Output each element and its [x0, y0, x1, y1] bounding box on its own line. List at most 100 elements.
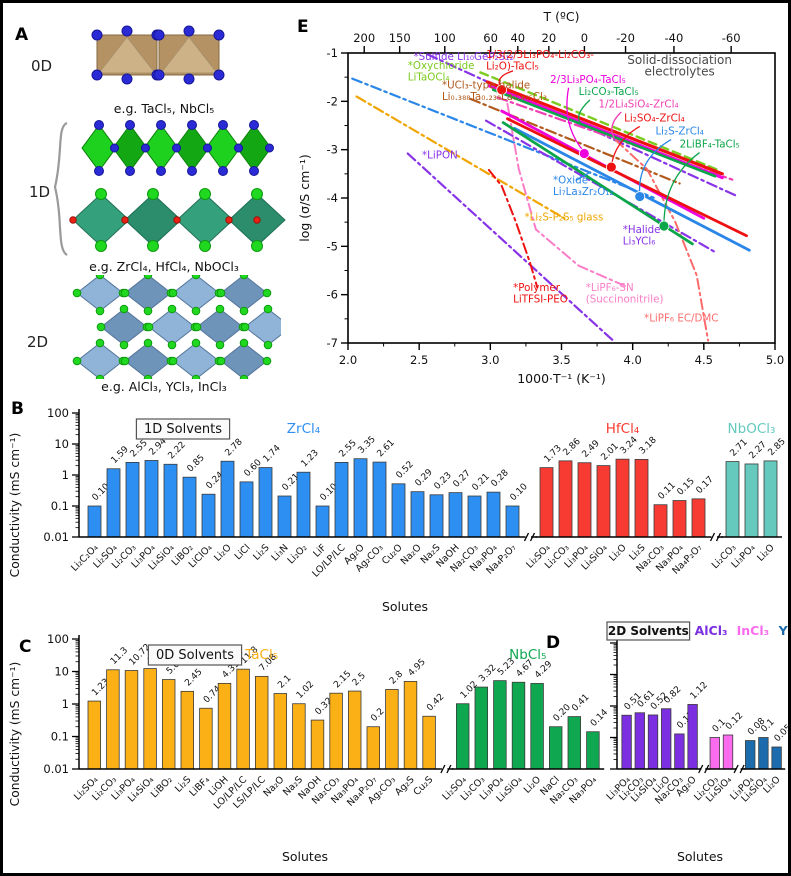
annotation-label-0: *Sulfide Li₁₀GeP₂S₁₂ [413, 51, 513, 63]
y-axis-title: Conductivity (mS cm⁻¹) [8, 662, 22, 807]
bar-TaCl₅-Na₂S [292, 703, 306, 770]
label-connector-3 [611, 111, 622, 139]
atom [251, 240, 263, 252]
bar-chart-2d-solvents: 0.51Li₃PO₄0.61Li₂CO₃0.52Li₄SiO₄0.82Li₂O0… [605, 621, 788, 864]
atom [262, 288, 272, 298]
atom [263, 304, 273, 314]
marker-Li₂SO₄-ZrCl₄ [605, 161, 617, 173]
annotation-label-16: *LiPF₆-SN (Succinonitrile) [586, 282, 664, 306]
top-tick-label: 40 [510, 31, 525, 45]
atom [218, 120, 228, 130]
bar-NbOCl₃-Li₃PO₄ [744, 463, 759, 538]
bar-TaCl₅-Na₂O [273, 693, 288, 770]
bar-value-ZrCl₄-Li₂O: 2.78 [224, 437, 245, 458]
atom [262, 356, 272, 366]
bar-value-ZrCl₄-Li₄SiO₄: 2.22 [167, 440, 188, 461]
bar-value-TaCl₅-Na₃PO₄: 2.5 [351, 671, 368, 688]
polyhedron [72, 193, 130, 247]
atom [168, 356, 178, 366]
atom [199, 240, 211, 252]
solvent-label-InCl₃: InCl₃ [737, 623, 769, 638]
bar-value-TaCl₅-Na₂CO₃: 2.15 [332, 669, 353, 690]
bar-value-TaCl₅-Na₂O: 2.1 [276, 673, 293, 690]
bar-HfCl₄-Li₂CO₃ [558, 460, 573, 538]
atom [225, 216, 233, 224]
annotation-label-6: 1/2Li₄SiO₄-ZrCl₄ [599, 99, 679, 111]
bar-value-AlCl₃-Ag₂O: 1.12 [689, 680, 710, 701]
atom [173, 216, 181, 224]
bar-NbOCl₃-Li₂CO₃ [725, 461, 740, 538]
y-tick-label: 10 [54, 437, 69, 451]
polyhedron [124, 342, 172, 379]
bar-category-HfCl₄-Li₂O: Li₂O [607, 542, 628, 563]
atom [143, 306, 153, 316]
bar-value-TaCl₅-Li₂CO₃: 11.3 [109, 646, 130, 667]
atom [191, 275, 201, 280]
bar-AlCl₃-Li₂O [661, 708, 672, 770]
annotation-label-4: 2/3Li₃PO₄-TaCl₅ [550, 74, 626, 86]
top-tick-label: 150 [389, 31, 411, 45]
dim-label-2d: 2D [27, 333, 49, 351]
x-tick-label: 3.5 [552, 353, 570, 367]
atom [94, 120, 104, 130]
y-tick-label: -5 [327, 239, 338, 253]
top-tick-label: -20 [616, 31, 635, 45]
polyhedron [76, 275, 124, 312]
polyhedron [220, 342, 268, 379]
solvent-label-TaCl₅: TaCl₅ [244, 647, 278, 663]
top-tick-label: 0 [581, 31, 588, 45]
bar-ZrCl₄-Na₄P₂O₇ [505, 505, 520, 538]
atom [167, 340, 177, 350]
x-axis-title: Solutes [677, 849, 723, 864]
atom [120, 288, 130, 298]
bar-TaCl₅-Ag₂S [403, 681, 418, 770]
atom [239, 306, 249, 316]
bar-ZrCl₄-Li₃N [277, 495, 292, 538]
bar-AlCl₃-Ag₂O [687, 704, 698, 770]
atom [125, 166, 135, 176]
y-tick-label: 0.1 [51, 730, 69, 744]
series-1/3(2/3Li₃PO₄-Li₂CO₃-Li₂O)-TaCl₅ [485, 80, 724, 176]
bar-value-TaCl₅-Li₂S: 2.45 [183, 667, 204, 688]
top-tick-label: -40 [665, 31, 684, 45]
bar-NbCl₅-Li₂O [530, 683, 544, 770]
bar-ZrCl₄-Li₃PO₄ [144, 460, 159, 538]
bar-TaCl₅-LiBO₂ [161, 679, 176, 770]
atom [251, 188, 263, 200]
atom [192, 322, 202, 332]
annotation-label-17: *LiPF₆ EC/DMC [644, 312, 718, 324]
annotation-label-7: Li₂SO₄-ZrCl₄ [624, 113, 685, 125]
bar-value-TaCl₅-Ag₂S: 4.95 [407, 657, 428, 678]
panel-e-arrhenius-plot: 2.0 2.5 3.0 3.5 4.0 4.5 5.0 -1 -2 -3 -4 -5 -6 -7 200 15… [293, 5, 788, 397]
bar-category-TaCl₅-Cu₂S: Cu₂S [412, 774, 436, 798]
bar-value-TaCl₅-Na₂S: 1.02 [295, 680, 316, 701]
bar-TaCl₅-LiBF₄ [199, 707, 213, 770]
label-connector-4 [610, 125, 641, 166]
bar-category-ZrCl₄-Li₂S: Li₂S [251, 542, 271, 562]
atom [239, 275, 249, 280]
structure-1d-chain2 [69, 188, 286, 252]
axis-break-slash [523, 532, 530, 542]
label-connector-7 [575, 171, 591, 182]
solvent-box [606, 621, 691, 641]
bar-value-ZrCl₄-Na₂S: 0.23 [433, 471, 454, 492]
bar-HfCl₄-Li₄SiO₄ [596, 465, 611, 538]
y-axis-title: log (σ/S cm⁻¹) [297, 154, 312, 241]
bar-ZrCl₄-Li₂CO₃ [125, 461, 140, 538]
bar-ZrCl₄-Na₂S [429, 494, 444, 538]
bar-category-ZrCl₄-Li₂O₂: Li₂O₂ [286, 542, 310, 566]
structure-1d-chain1 [81, 120, 274, 176]
bar-value-NbOCl₃-Li₃PO₄: 2.27 [748, 440, 769, 461]
bar-value-NbCl₅-Na₂CO₃: 0.41 [570, 692, 591, 713]
bar-ZrCl₄-Li₂C₂O₄ [87, 505, 102, 538]
atom [121, 73, 133, 85]
atom [216, 356, 226, 366]
atom [125, 120, 135, 130]
bar-ZrCl₄-Na₂CO₃ [467, 495, 482, 538]
bar-NbCl₅-NaCl [549, 726, 563, 770]
x-tick-label: 3.0 [481, 353, 499, 367]
dim-label-1d: 1D [29, 183, 51, 201]
label-connector-2 [577, 99, 591, 125]
panel-c-letter: C [19, 637, 32, 657]
top-axis-title: T (ºC) [543, 9, 580, 24]
